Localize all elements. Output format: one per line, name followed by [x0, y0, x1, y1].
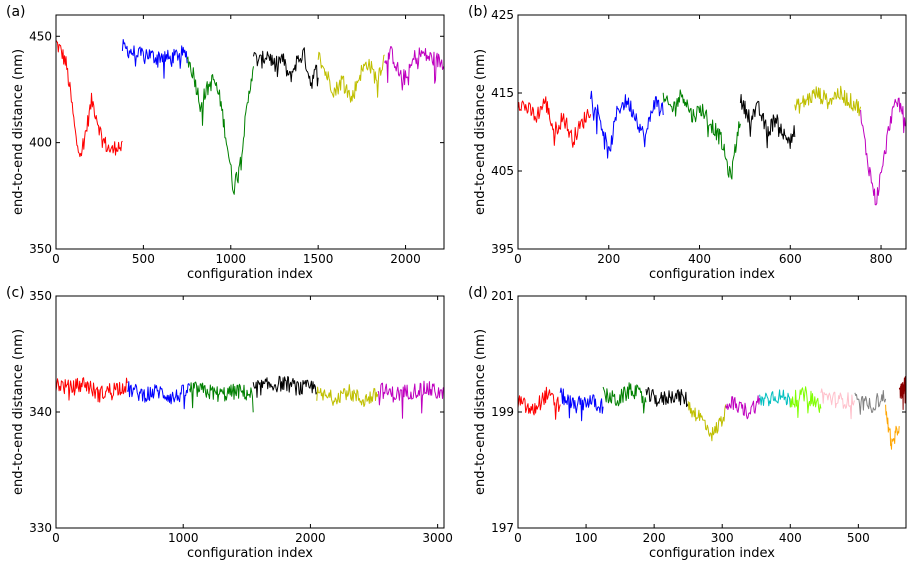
x-tick-label: 0 — [514, 531, 522, 545]
y-tick-label: 415 — [491, 86, 514, 100]
y-tick-label: 425 — [491, 8, 514, 22]
series-line-4 — [739, 94, 796, 149]
series-line-1 — [55, 39, 123, 158]
series-line-2 — [590, 90, 664, 159]
plot-frame — [517, 14, 907, 250]
panel-d: 0 100 200 300 400 500 197 199 201 configuration i… — [468, 285, 907, 561]
y-tick-label: 350 — [29, 242, 52, 256]
y-axis-label: end-to-end distance (nm) — [11, 49, 26, 215]
y-tick-label: 400 — [29, 136, 52, 150]
x-tick-label: 500 — [847, 531, 870, 545]
series-line-11 — [885, 404, 900, 450]
panel-label: (d) — [468, 285, 488, 301]
x-tick-label: 400 — [779, 531, 802, 545]
series-line-1 — [517, 96, 592, 148]
panel-a: 0 500 1000 1500 2000 350 400 450 configuration i… — [6, 4, 445, 282]
series-line-12 — [898, 375, 907, 410]
panel-label: (b) — [468, 4, 488, 20]
y-axis-label: end-to-end distance (nm) — [473, 49, 488, 215]
x-tick-label: 600 — [779, 252, 802, 266]
series-line-2 — [126, 381, 191, 410]
series-line-5 — [316, 384, 379, 407]
panel-label: (a) — [6, 4, 26, 20]
y-tick-label: 405 — [491, 164, 514, 178]
series-line-2 — [559, 387, 604, 422]
x-axis-label: configuration index — [187, 267, 313, 282]
series-group — [55, 39, 445, 195]
series-line-1 — [55, 377, 128, 403]
series-line-6 — [860, 97, 907, 206]
x-tick-label: 1000 — [216, 252, 247, 266]
series-line-3 — [189, 381, 254, 413]
x-tick-label: 300 — [711, 531, 734, 545]
series-line-2 — [121, 39, 188, 79]
series-line-5 — [794, 85, 862, 117]
y-tick-label: 350 — [29, 289, 52, 303]
series-line-8 — [789, 386, 822, 418]
series-line-3 — [186, 56, 254, 195]
x-tick-label: 2000 — [390, 252, 421, 266]
series-group — [517, 85, 907, 206]
y-tick-label: 395 — [491, 242, 514, 256]
x-tick-label: 200 — [597, 252, 620, 266]
series-group — [55, 375, 445, 419]
panel-label: (c) — [6, 285, 25, 301]
series-line-6 — [725, 395, 761, 420]
plot-frame — [55, 295, 445, 529]
x-tick-label: 3000 — [422, 531, 453, 545]
y-tick-label: 197 — [491, 521, 514, 535]
x-axis-label: configuration index — [649, 546, 775, 561]
x-tick-label: 0 — [514, 252, 522, 266]
series-line-4 — [253, 47, 319, 89]
y-tick-label: 199 — [491, 405, 514, 419]
y-tick-label: 330 — [29, 521, 52, 535]
x-tick-label: 800 — [870, 252, 893, 266]
x-axis-label: configuration index — [649, 267, 775, 282]
x-axis-label: configuration index — [187, 546, 313, 561]
series-line-5 — [317, 51, 385, 103]
series-line-9 — [820, 388, 856, 420]
y-tick-label: 340 — [29, 405, 52, 419]
x-tick-label: 0 — [52, 252, 60, 266]
series-line-3 — [662, 89, 741, 180]
series-line-10 — [854, 390, 887, 415]
x-tick-label: 400 — [688, 252, 711, 266]
series-line-4 — [645, 387, 689, 408]
x-tick-label: 500 — [132, 252, 155, 266]
panel-c: 0 1000 2000 3000 330 340 350 configuration inde… — [6, 285, 453, 561]
x-tick-label: 100 — [575, 531, 598, 545]
y-tick-label: 450 — [29, 29, 52, 43]
x-tick-label: 200 — [643, 531, 666, 545]
series-line-5 — [687, 401, 727, 442]
series-line-1 — [517, 386, 561, 420]
x-tick-label: 0 — [52, 531, 60, 545]
y-axis-label: end-to-end distance (nm) — [473, 329, 488, 495]
y-axis-label: end-to-end distance (nm) — [11, 329, 26, 495]
x-tick-label: 1000 — [168, 531, 199, 545]
series-line-6 — [384, 46, 445, 91]
y-tick-label: 201 — [491, 289, 514, 303]
x-tick-label: 1500 — [303, 252, 334, 266]
series-group — [517, 375, 907, 450]
series-line-3 — [602, 382, 647, 414]
panel-b: 0 200 400 600 800 395 405 415 425 configuration i… — [468, 4, 907, 282]
series-line-7 — [759, 389, 791, 407]
x-tick-label: 2000 — [295, 531, 326, 545]
series-line-4 — [252, 375, 318, 398]
plot-frame — [55, 14, 445, 250]
series-line-6 — [377, 380, 445, 419]
